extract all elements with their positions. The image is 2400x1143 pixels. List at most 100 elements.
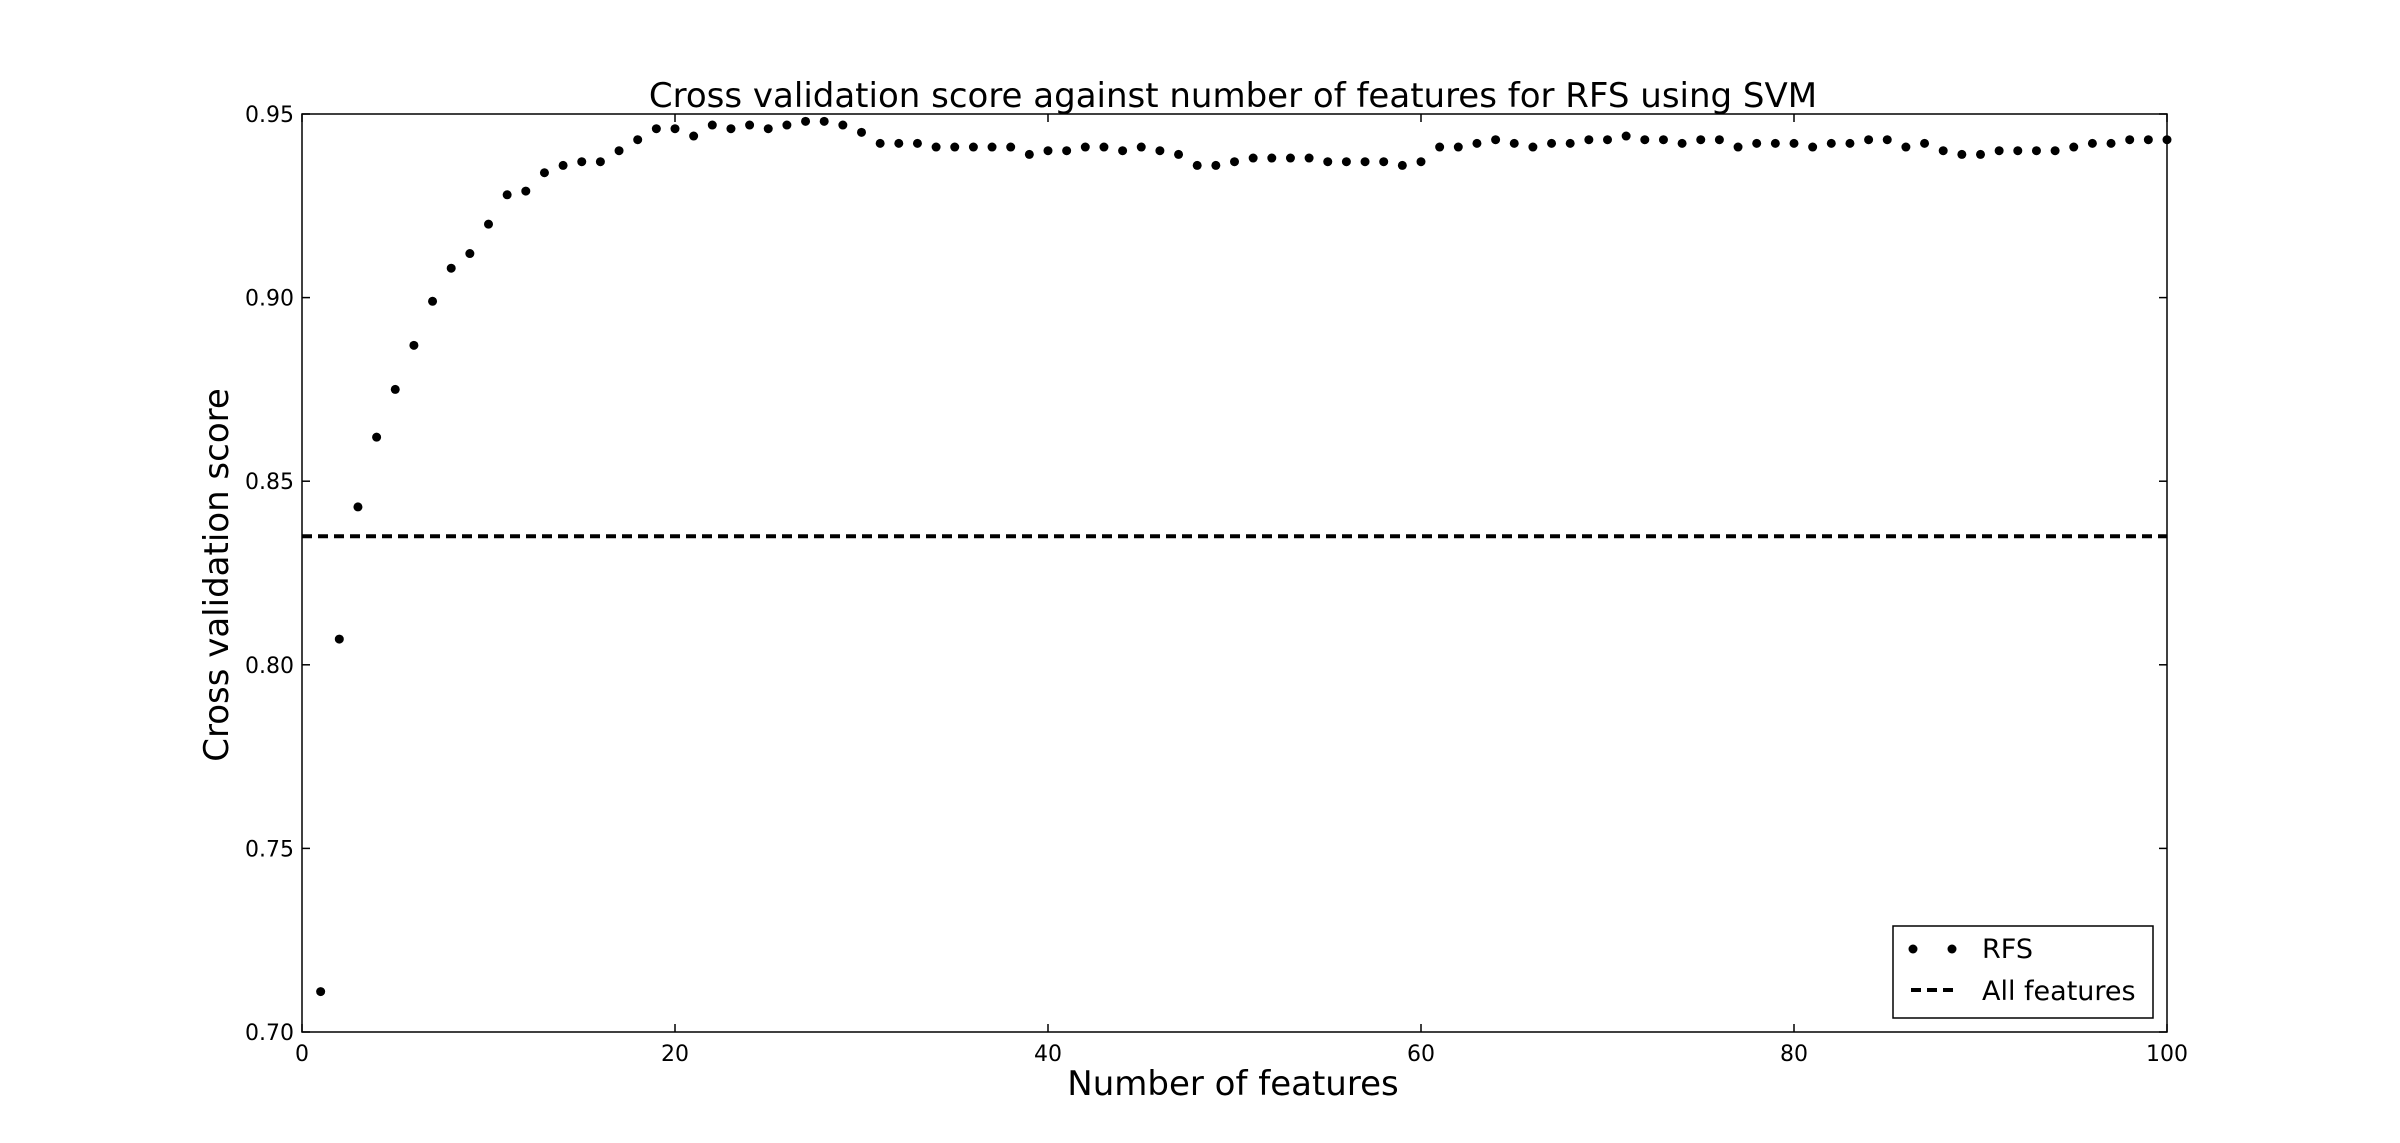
rfs-point (577, 157, 587, 167)
rfs-point (1845, 138, 1855, 148)
rfs-point (614, 146, 624, 156)
rfs-point (2031, 146, 2041, 156)
rfs-point (1397, 160, 1407, 170)
rfs-point (1882, 135, 1892, 145)
rfs-point (763, 124, 773, 134)
rfs-point (670, 124, 680, 134)
rfs-point (1920, 138, 1930, 148)
rfs-point (1640, 135, 1650, 145)
rfs-point (521, 186, 531, 196)
rfs-point (912, 138, 922, 148)
rfs-point (1603, 135, 1612, 145)
rfs-point (1062, 146, 1072, 156)
y-tick-label: 0.80 (245, 654, 294, 679)
rfs-point (2013, 146, 2023, 156)
x-tick-label: 40 (1034, 1042, 1062, 1067)
rfs-point (1621, 131, 1631, 141)
rfs-point (334, 634, 344, 644)
rfs-point (1285, 153, 1295, 163)
rfs-point (1714, 135, 1724, 145)
rfs-point (2106, 138, 2116, 148)
rfs-point (1006, 142, 1016, 152)
rfs-point (1230, 157, 1239, 167)
chart-title: Cross validation score against number of… (649, 76, 1817, 116)
y-tick-label: 0.75 (245, 837, 294, 862)
rfs-point (1826, 138, 1836, 148)
rfs-point (1341, 157, 1351, 167)
rfs-point (465, 249, 475, 259)
rfs-point (1509, 138, 1519, 148)
rfs-point (1584, 135, 1594, 145)
rfs-point (894, 138, 904, 148)
y-tick-label: 0.70 (245, 1021, 294, 1046)
y-tick-label: 0.95 (245, 103, 294, 128)
rfs-point (857, 127, 866, 137)
rfs-point (782, 120, 792, 130)
rfs-point (1323, 157, 1333, 167)
rfs-point (1770, 138, 1780, 148)
rfs-point (819, 116, 829, 126)
x-tick-label: 100 (2146, 1042, 2188, 1067)
rfs-point (745, 120, 755, 130)
rfs-point (372, 432, 382, 442)
rfs-point (595, 157, 605, 167)
y-tick-label: 0.85 (245, 470, 294, 495)
legend: RFS All features (1892, 925, 2154, 1019)
rfs-point (1677, 138, 1687, 148)
rfs-point (838, 120, 848, 130)
rfs-point (1565, 138, 1575, 148)
y-axis-label: Cross validation score (197, 388, 237, 762)
rfs-point (689, 131, 699, 141)
rfs-point (2050, 146, 2060, 156)
rfs-point (1360, 157, 1370, 167)
rfs-point (801, 116, 811, 126)
rfs-point (316, 987, 326, 997)
rfs-point (1547, 138, 1557, 148)
rfs-point (1658, 135, 1668, 145)
x-tick-label: 20 (661, 1042, 689, 1067)
rfs-point (1733, 142, 1743, 152)
rfs-point (446, 263, 456, 273)
rfs-points (316, 116, 2172, 997)
rfs-point (1248, 153, 1258, 163)
rfs-point (633, 135, 643, 145)
x-tick-label: 80 (1780, 1042, 1808, 1067)
rfs-point (1136, 142, 1146, 152)
x-axis: 0 20 40 60 80 100 (295, 114, 2188, 1067)
rfs-point (1957, 149, 1967, 159)
rfs-point (1416, 157, 1426, 167)
y-tick-label: 0.90 (245, 287, 294, 312)
rfs-point (875, 138, 885, 148)
legend-rfs-marker (1908, 944, 1918, 954)
rfs-point (428, 296, 438, 306)
rfs-point (1901, 142, 1911, 152)
rfs-point (1752, 138, 1762, 148)
rfs-point (1472, 138, 1482, 148)
rfs-point (1994, 146, 2004, 156)
rfs-point (390, 384, 400, 394)
rfs-point (1192, 160, 1202, 170)
rfs-point (1435, 142, 1445, 152)
rfs-point (1211, 160, 1221, 170)
x-axis-label: Number of features (1067, 1064, 1398, 1104)
rfs-point (1043, 146, 1053, 156)
rfs-point (726, 124, 736, 134)
x-tick-label: 0 (295, 1042, 309, 1067)
rfs-point (1696, 135, 1706, 145)
rfs-point (707, 120, 717, 130)
rfs-point (2125, 135, 2135, 145)
rfs-point (950, 142, 960, 152)
rfs-point (1938, 146, 1948, 156)
rfs-point (1528, 142, 1538, 152)
rfs-point (1155, 146, 1165, 156)
rfs-point (484, 219, 493, 229)
rfs-point (968, 142, 978, 152)
rfs-point (1304, 153, 1314, 163)
rfs-point (1080, 142, 1090, 152)
rfs-point (1976, 149, 1985, 159)
rfs-point (502, 190, 512, 200)
rfs-point (2069, 142, 2079, 152)
legend-all-features-label: All features (1982, 976, 2136, 1007)
legend-rfs-marker (1947, 944, 1957, 954)
